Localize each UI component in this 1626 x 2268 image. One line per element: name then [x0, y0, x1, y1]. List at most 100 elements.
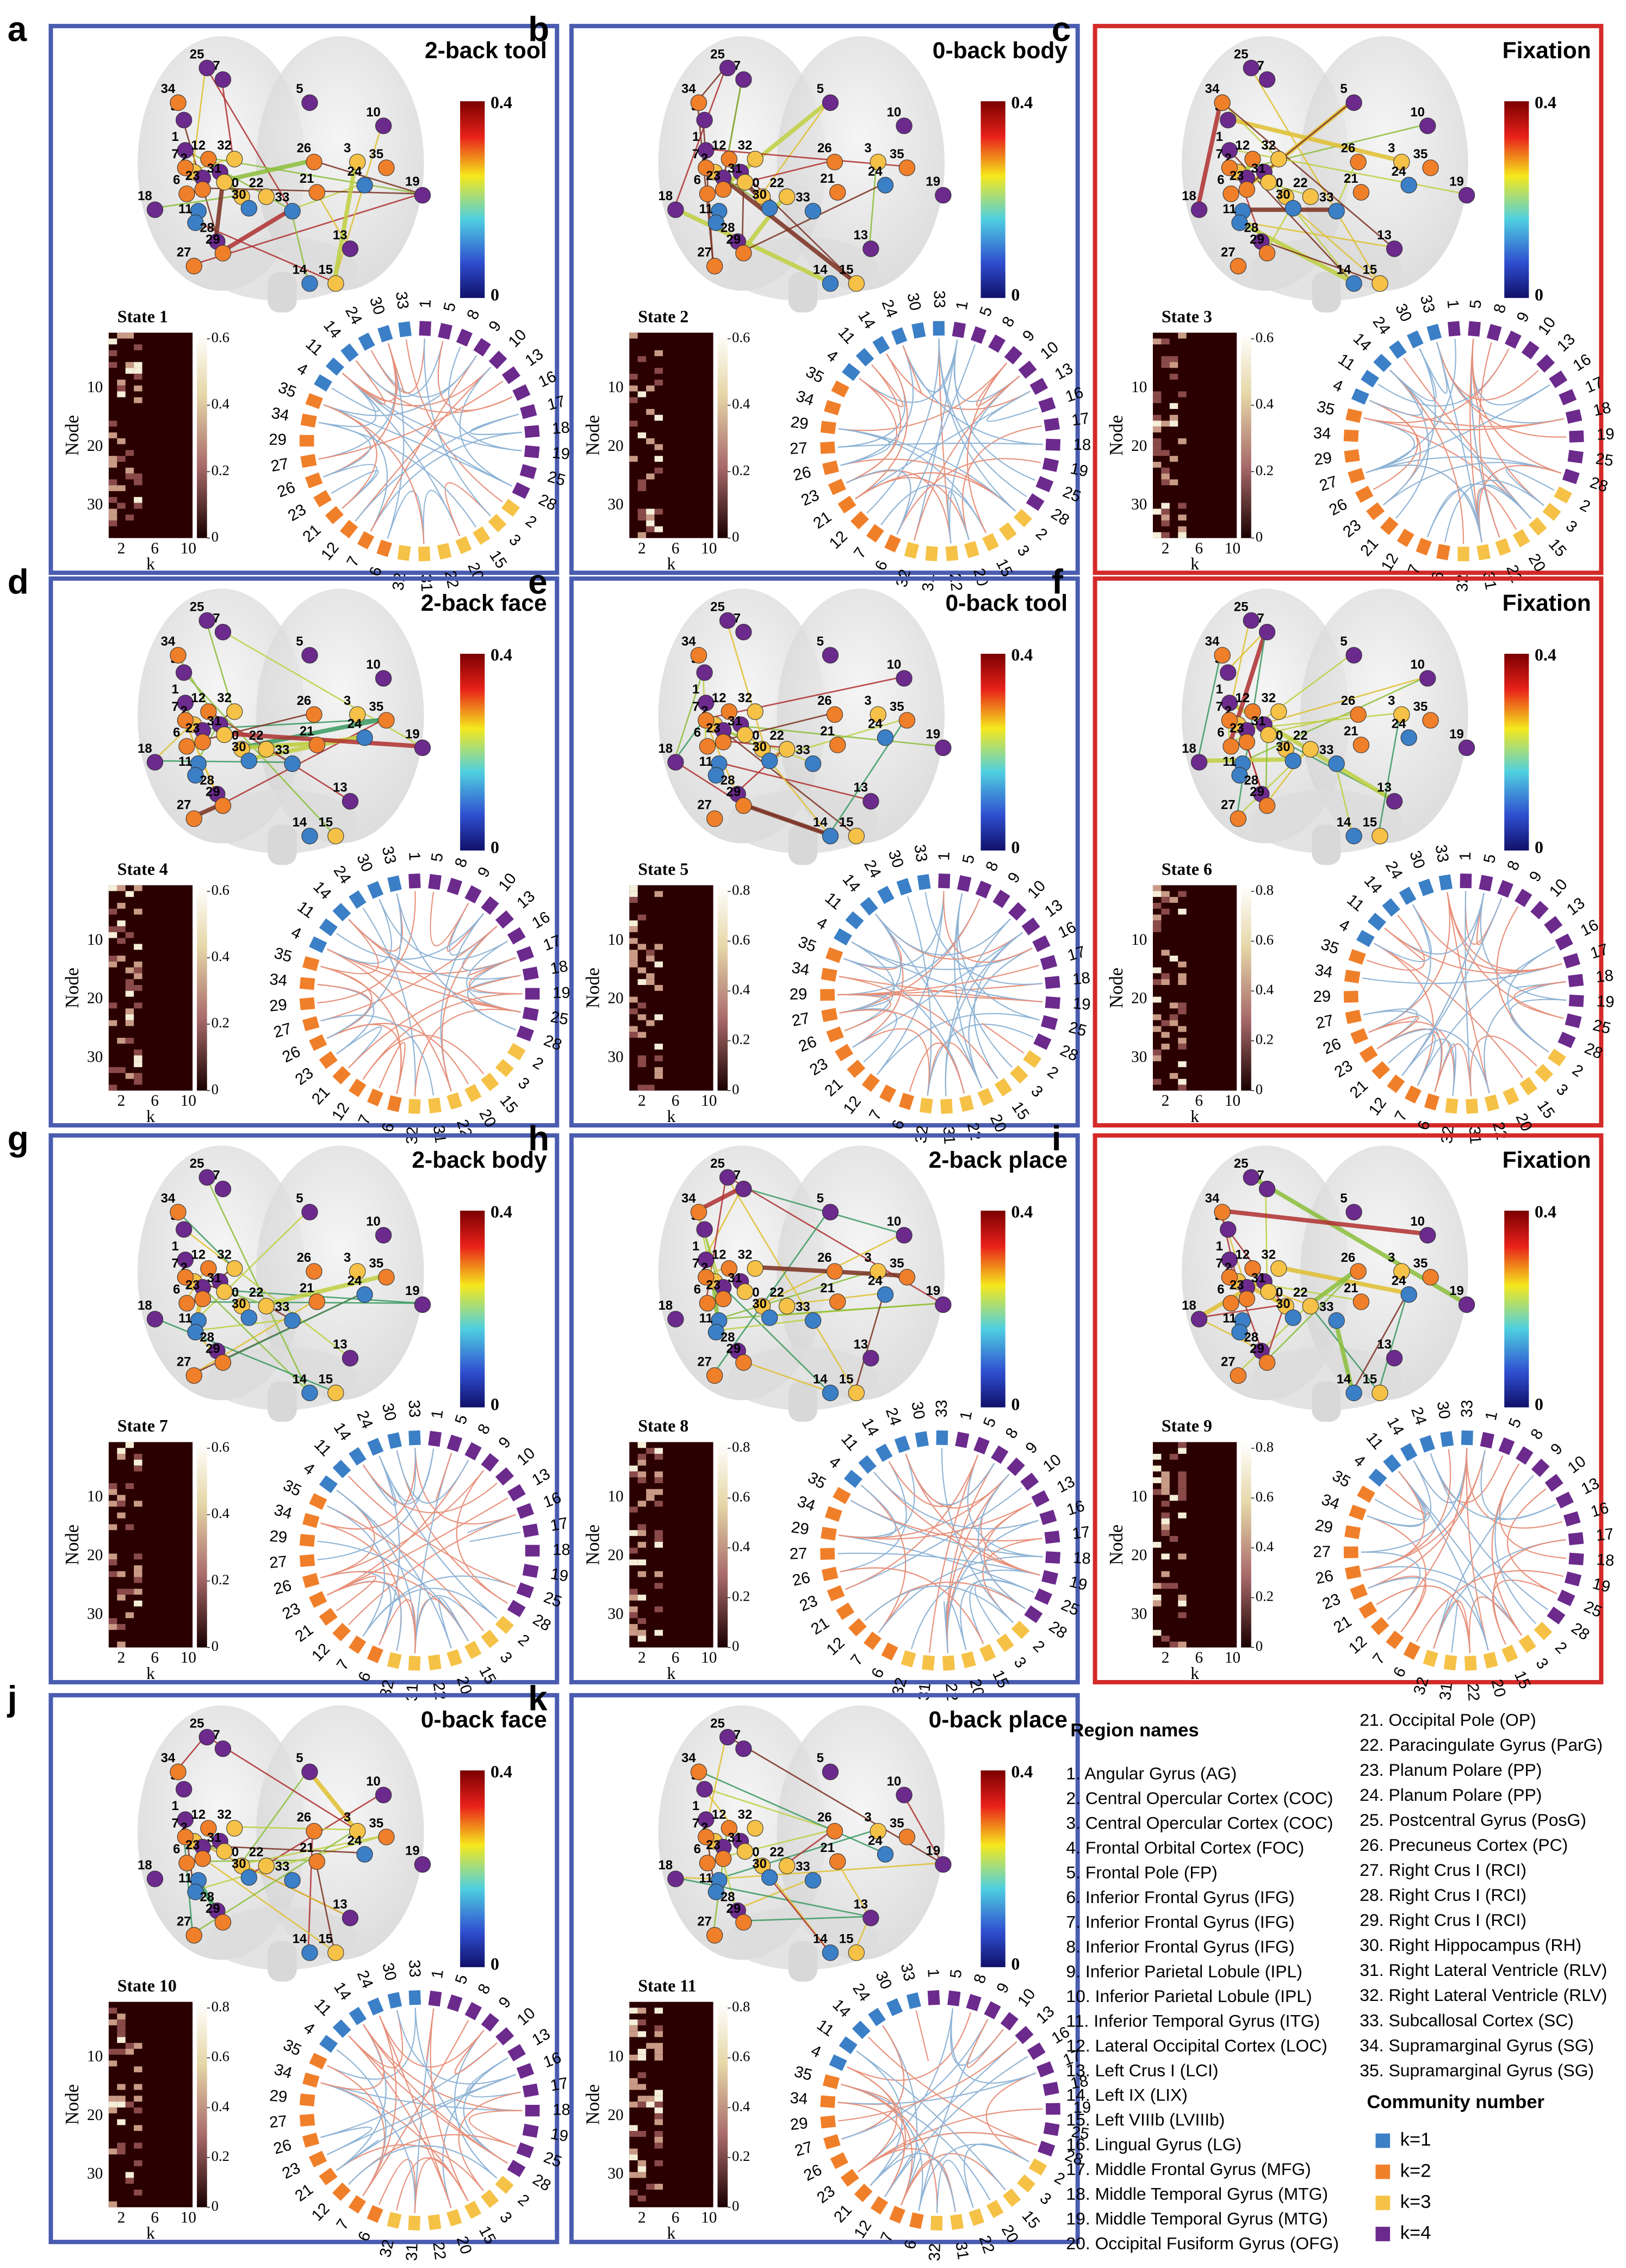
heat-cell: [117, 2102, 126, 2108]
brain-node: [1230, 1367, 1247, 1384]
brain-node: [194, 734, 211, 751]
brain-right: [256, 1145, 424, 1401]
brain-colorbar-max: 0.4: [491, 646, 512, 665]
ring-segment: [319, 1051, 338, 1069]
brain-node-label: 21: [820, 724, 835, 739]
heat-cell: [125, 990, 134, 997]
heat-colorbar: [1241, 332, 1251, 538]
ring-segment: [842, 363, 861, 381]
brain-colorbar-max: 0.4: [1011, 1762, 1033, 1781]
ring-label: 13: [1554, 331, 1579, 356]
brain-node: [698, 1829, 715, 1845]
heatmap-y-label: Node: [1106, 415, 1127, 456]
brain-node: [301, 827, 318, 845]
chord: [884, 2056, 1028, 2197]
heat-cell: [108, 497, 117, 503]
heat-cell: [1152, 996, 1162, 1003]
ring-label: 9: [495, 1434, 514, 1452]
ring-segment: [834, 928, 852, 946]
ring-label: 14: [858, 1415, 882, 1439]
heat-cell: [108, 1553, 117, 1560]
brain-edge: [713, 722, 942, 747]
heat-cell: [629, 2154, 638, 2160]
ring-segment: [1350, 1584, 1368, 1600]
panel-letter: d: [8, 562, 29, 601]
heat-colorbar-tick-label: 0.4: [212, 395, 229, 412]
brain-node: [327, 827, 344, 845]
brain-node: [240, 1869, 257, 1886]
heat-cell: [117, 332, 126, 339]
ring-segment: [925, 546, 938, 562]
ring-label: 10: [495, 870, 520, 895]
heat-cell: [1161, 1583, 1170, 1589]
chord: [1433, 1600, 1471, 1653]
ring-segment: [319, 918, 338, 937]
ring-label: 34: [272, 1501, 294, 1523]
brain-node: [719, 1728, 736, 1746]
brain-node-label: 34: [681, 1191, 696, 1206]
ring-label: 1: [924, 1968, 942, 1978]
ring-segment: [1344, 1525, 1361, 1539]
chord: [1368, 1577, 1489, 1651]
chord: [846, 364, 902, 484]
ring-label: 3: [1553, 1081, 1571, 1099]
ring-segment: [1403, 1641, 1420, 1660]
ring-segment: [820, 1547, 835, 1560]
brain-node-label: 19: [926, 174, 940, 189]
ring-label: 11: [821, 889, 845, 913]
chord: [840, 1461, 907, 1573]
heat-cell: [117, 1038, 126, 1044]
brain-edge: [854, 1293, 885, 1392]
chord: [467, 1514, 516, 1533]
ring-label: 16: [1056, 919, 1079, 942]
heat-colorbar-tick-label: 0.4: [732, 981, 750, 997]
brain-node: [200, 1820, 217, 1837]
brain-node-label: 35: [369, 1256, 384, 1271]
ring-segment: [1044, 1530, 1060, 1544]
chord: [876, 1013, 1040, 1075]
brain-node: [1302, 188, 1319, 205]
brain-node-label: 14: [293, 815, 307, 830]
brain-node: [306, 706, 322, 723]
brain-node: [146, 754, 164, 771]
brain-node-label: 28: [200, 773, 214, 788]
brain-node: [1352, 184, 1370, 201]
heat-cell: [629, 938, 638, 944]
brainstem: [268, 824, 297, 865]
brain-node: [327, 1384, 344, 1402]
brain-right: [1300, 36, 1468, 291]
heat-cell: [629, 1465, 638, 1472]
brain-node-label: 6: [173, 726, 180, 740]
ring-label: 20: [1488, 1677, 1509, 1699]
chord: [318, 380, 504, 460]
ring-label: 4: [300, 1459, 318, 1478]
ring-segment: [408, 1990, 421, 2005]
chord: [1472, 339, 1562, 474]
brain-node: [284, 755, 301, 772]
brain-node: [870, 1823, 886, 1840]
heat-cell: [1178, 438, 1187, 444]
ring-segment: [1373, 354, 1392, 373]
heat-cell: [654, 2160, 663, 2166]
ring-segment: [920, 1098, 933, 1114]
ring-segment: [824, 1506, 842, 1522]
ring-label: 25: [1591, 1017, 1612, 1038]
ring-segment: [332, 2019, 351, 2038]
brain-node-label: 15: [1363, 263, 1377, 277]
ring-segment: [917, 874, 931, 890]
heat-cell: [1161, 973, 1170, 980]
brain-node: [1345, 827, 1362, 845]
brain-node-label: 30: [752, 740, 767, 754]
ring-segment: [1535, 1064, 1554, 1082]
heat-cell: [1169, 1014, 1178, 1020]
brain-node-label: 23: [706, 1838, 721, 1852]
heat-cell: [1161, 1635, 1170, 1642]
brain-node: [1458, 1296, 1475, 1313]
ring-segment: [481, 1073, 499, 1092]
brain-node-label: 5: [817, 1191, 824, 1206]
chord: [323, 355, 477, 417]
chord: [1434, 1043, 1472, 1096]
ring-label: 30: [1406, 848, 1428, 871]
ring-segment: [305, 393, 323, 410]
chord: [320, 2082, 523, 2111]
